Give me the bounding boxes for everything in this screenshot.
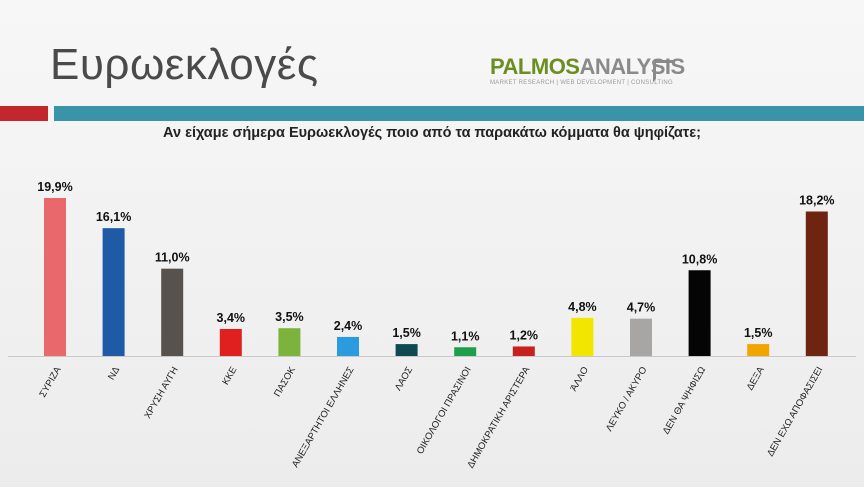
category-label-4: ΠΑΣΟΚ: [272, 364, 298, 398]
bar-5: [337, 336, 359, 356]
bar-6: [395, 344, 418, 356]
bar-12: [747, 344, 770, 356]
category-label-1: ΝΔ: [106, 364, 122, 382]
category-label-5: ΑΝΕΞΑΡΤΗΤΟΙ ΕΛΛΗΝΕΣ: [290, 365, 357, 470]
data-label-10: 4,7%: [627, 301, 656, 315]
category-label-9: ΆΛΛΟ: [568, 365, 591, 393]
data-label-3: 3,4%: [217, 311, 246, 325]
brand-logo: PALMOSANALYSIS MARKET RESEARCH | WEB DEV…: [490, 56, 690, 96]
data-label-13: 18,2%: [799, 193, 834, 207]
bar-13: [805, 211, 828, 356]
logo-tagline: MARKET RESEARCH | WEB DEVELOPMENT | CONS…: [490, 80, 673, 86]
category-label-2: ΧΡΥΣΗ ΑΥΓΗ: [142, 365, 181, 421]
data-label-1: 16,1%: [96, 210, 131, 224]
bar-10: [630, 318, 652, 356]
bar-2: [161, 268, 184, 356]
bar-0: [44, 198, 66, 356]
bar-8: [512, 346, 535, 356]
bar-4: [278, 328, 301, 356]
accent-bar-red: [0, 106, 48, 121]
category-label-13: ΔΕΝ ΕΧΩ ΑΠΟΦΑΣΙΣΕΙ: [765, 365, 825, 459]
logo-text-palmos: PALMOS: [490, 54, 580, 79]
category-label-0: ΣΥΡΙΖΑ: [37, 364, 64, 399]
logo-mark-icon: [653, 60, 675, 82]
data-label-12: 1,5%: [744, 326, 773, 340]
bar-3: [219, 329, 242, 356]
data-label-8: 1,2%: [510, 328, 539, 342]
accent-bar-teal: [54, 106, 864, 121]
bar-7: [454, 347, 477, 356]
bar-11: [688, 270, 711, 356]
category-label-12: ΔΕΞΑ: [745, 364, 767, 392]
category-label-3: ΚΚΕ: [220, 365, 239, 387]
category-label-7: ΟΙΚΟΛΟΓΟΙ ΠΡΑΣΙΝΟΙ: [415, 365, 474, 456]
category-label-8: ΔΗΜΟΚΡΑΤΙΚΗ ΑΡΙΣΤΕΡΑ: [465, 364, 532, 470]
data-label-9: 4,8%: [568, 300, 597, 314]
data-label-6: 1,5%: [392, 326, 421, 340]
data-label-11: 10,8%: [682, 252, 717, 266]
data-label-0: 19,9%: [37, 180, 72, 194]
bar-1: [102, 228, 125, 356]
page-title: Ευρωεκλογές: [50, 40, 319, 89]
category-label-6: ΛΑΟΣ: [393, 365, 415, 393]
data-label-2: 11,0%: [155, 251, 190, 265]
data-label-4: 3,5%: [275, 310, 304, 324]
data-label-5: 2,4%: [334, 319, 363, 333]
category-label-10: ΛΕΥΚΟ / ΑΚΥΡΟ: [604, 365, 650, 433]
data-label-7: 1,1%: [451, 329, 480, 343]
category-label-11: ΔΕΝ ΘΑ ΨΗΦΙΣΩ: [661, 365, 708, 436]
chart-title: Αν είχαμε σήμερα Ευρωεκλογές ποιο από τα…: [163, 125, 701, 141]
bar-9: [571, 317, 594, 356]
